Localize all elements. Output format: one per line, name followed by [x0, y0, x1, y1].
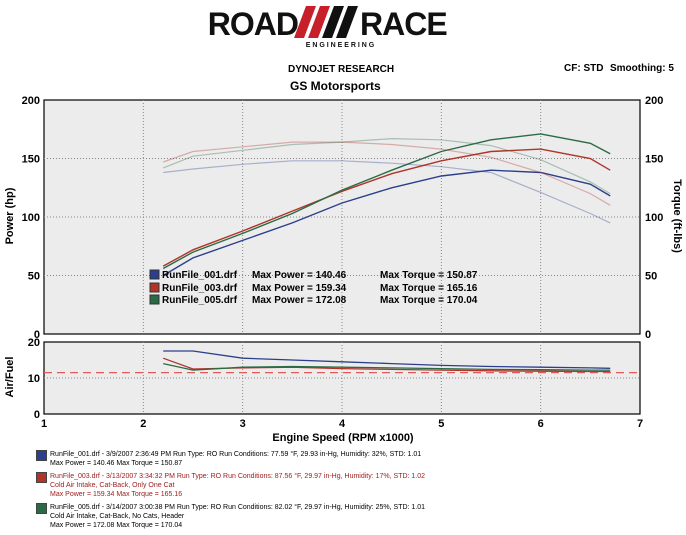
x-tick-0: 1 — [41, 418, 47, 430]
logo-slash-3 — [322, 6, 344, 38]
logo-slash-1 — [294, 6, 316, 38]
cf-label: CF: STD — [564, 63, 604, 74]
annotation-swatch-run3 — [149, 282, 160, 293]
logo-slash-2 — [308, 6, 330, 38]
logo-word-right: RACE — [360, 6, 447, 42]
af-tick-1: 10 — [28, 373, 40, 385]
annotation-torque-run1: Max Torque = 150.87 — [380, 270, 478, 281]
y-tick-right-0: 0 — [645, 329, 651, 341]
y-tick-right-1: 50 — [645, 271, 657, 283]
x-axis-label: Engine Speed (RPM x1000) — [272, 432, 414, 444]
y-tick-right-3: 150 — [645, 154, 663, 166]
x-tick-2: 3 — [240, 418, 246, 430]
logo-word-left: ROAD — [208, 6, 298, 42]
road-race-logo: ROAD RACE E N G I N E E R I N G — [208, 6, 448, 49]
series-torque-4 — [163, 141, 611, 206]
annotation-power-run1: Max Power = 140.46 — [252, 270, 347, 281]
annotation-file-run3: RunFile_003.drf — [162, 283, 238, 294]
legend-swatch-run1 — [36, 450, 47, 461]
annotation-power-run5: Max Power = 172.08 — [252, 295, 347, 306]
legend-run1-line1: RunFile_001.drf - 3/9/2007 2:36:49 PM Ru… — [50, 451, 422, 458]
x-tick-3: 4 — [339, 418, 346, 430]
x-tick-6: 7 — [637, 418, 643, 430]
annotation-file-run1: RunFile_001.drf — [162, 270, 238, 281]
x-tick-1: 2 — [140, 418, 146, 430]
chart-title: DYNOJET RESEARCH — [288, 64, 395, 75]
annotation-torque-run3: Max Torque = 165.16 — [380, 283, 478, 294]
air-fuel-axis-label: Air/Fuel — [4, 357, 16, 398]
legend-run1: RunFile_001.drf - 3/9/2007 2:36:49 PM Ru… — [36, 450, 421, 468]
logo-slash-4 — [336, 6, 358, 38]
y-tick-left-4: 200 — [22, 95, 40, 107]
annotation-power-run3: Max Power = 159.34 — [252, 283, 347, 294]
series-power-1 — [162, 148, 611, 267]
legend-swatch-run5 — [36, 503, 47, 514]
series-air-fuel-2 — [163, 362, 611, 371]
y-tick-left-2: 100 — [22, 212, 40, 224]
y-tick-left-0: 0 — [34, 329, 40, 341]
logo-tagline: E N G I N E E R I N G — [306, 42, 375, 49]
chart-subtitle: GS Motorsports — [290, 79, 381, 93]
y-tick-right-2: 100 — [645, 212, 663, 224]
legend-run3-line1: RunFile_003.drf - 3/13/2007 3:34:32 PM R… — [50, 473, 426, 480]
legend-run5-line3: Max Power = 172.08 Max Torque = 170.04 — [50, 522, 183, 529]
smoothing-label: Smoothing: 5 — [610, 63, 674, 74]
legend-run3-line3: Max Power = 159.34 Max Torque = 165.16 — [50, 491, 183, 498]
x-tick-5: 6 — [538, 418, 544, 430]
legend-swatch-run3 — [36, 472, 47, 483]
legend-run5-line1: RunFile_005.drf - 3/14/2007 3:00:38 PM R… — [50, 504, 426, 511]
x-tick-4: 5 — [438, 418, 444, 430]
annotation-torque-run5: Max Torque = 170.04 — [380, 295, 478, 306]
series-torque-3 — [163, 160, 611, 224]
annotation-swatch-run1 — [149, 269, 160, 280]
legend-run5: RunFile_005.drf - 3/14/2007 3:00:38 PM R… — [36, 503, 425, 530]
annotation-run5: RunFile_005.drf Max Power = 172.08 Max T… — [149, 294, 478, 306]
y-tick-left-1: 50 — [28, 271, 40, 283]
y-tick-left-3: 150 — [22, 154, 40, 166]
annotation-run1: RunFile_001.drf Max Power = 140.46 Max T… — [149, 269, 478, 281]
af-tick-2: 20 — [28, 337, 40, 349]
y-axis-label-right: Torque (ft-lbs) — [671, 179, 683, 253]
y-tick-right-4: 200 — [645, 95, 663, 107]
legend-run1-line3: Max Power = 140.46 Max Torque = 150.87 — [50, 460, 183, 467]
legend-run3: RunFile_003.drf - 3/13/2007 3:34:32 PM R… — [36, 472, 425, 499]
annotation-file-run5: RunFile_005.drf — [162, 295, 238, 306]
annotation-run3: RunFile_003.drf Max Power = 159.34 Max T… — [149, 282, 478, 294]
series-air-fuel-0 — [163, 350, 611, 369]
legend-run3-line2: Cold Air Intake, Cat-Back, Only One Cat — [50, 482, 175, 489]
legend-run5-line2: Cold Air Intake, Cat-Back, No Cats, Head… — [50, 513, 185, 520]
series-torque-5 — [162, 137, 611, 195]
y-axis-label-left: Power (hp) — [4, 187, 16, 244]
annotation-swatch-run5 — [149, 294, 160, 305]
series-power-2 — [162, 133, 611, 270]
series-power-0 — [162, 169, 611, 277]
af-tick-0: 0 — [34, 409, 40, 421]
